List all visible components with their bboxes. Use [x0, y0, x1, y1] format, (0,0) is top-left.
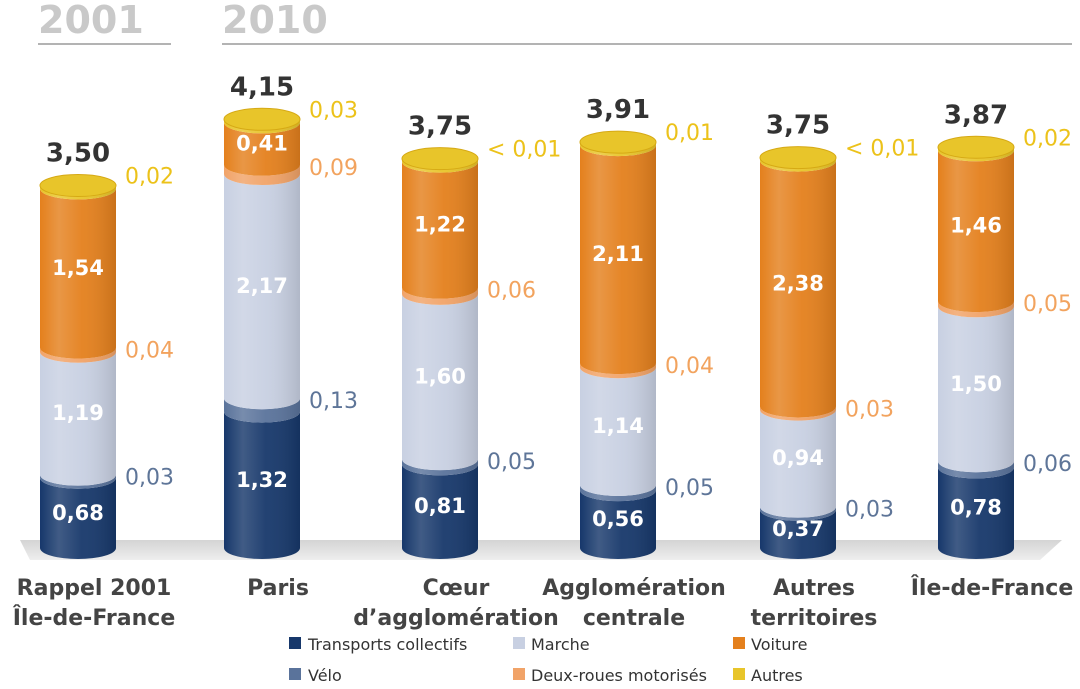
- category-label: Île-de-France: [13, 605, 176, 631]
- side-label-autres: 0,02: [125, 165, 174, 190]
- side-label-autres: < 0,01: [487, 138, 561, 163]
- bar-gloss: [40, 185, 116, 560]
- category-label: Paris: [247, 576, 309, 601]
- bar-top-cap: [759, 146, 837, 170]
- inner-label-voiture: 1,54: [52, 256, 104, 280]
- side-label-drm: 0,03: [845, 397, 894, 422]
- year-2010-label: 2010: [222, 0, 328, 42]
- bar-top-cap: [937, 135, 1015, 159]
- side-label-drm: 0,09: [309, 156, 358, 181]
- legend-swatch-voiture: [733, 637, 745, 649]
- side-label-velo: 0,03: [845, 498, 894, 523]
- inner-label-marche: 1,50: [950, 372, 1002, 396]
- year-2001-label: 2001: [38, 0, 144, 42]
- legend-label-tc: Transports collectifs: [307, 635, 467, 654]
- inner-label-tc: 0,37: [772, 517, 824, 541]
- side-label-velo: 0,13: [309, 389, 358, 414]
- bar-0: 3,50 0,68 0,03 1,19 0,04 1,54 0,02: [39, 139, 174, 560]
- side-label-autres: 0,03: [309, 98, 358, 123]
- legend-swatch-tc: [289, 637, 301, 649]
- side-label-autres: 0,01: [665, 121, 714, 146]
- bar-3: 3,91 0,56 0,05 1,14 0,04 2,11 0,01: [579, 95, 714, 559]
- inner-label-voiture: 2,38: [772, 272, 824, 296]
- bar-gloss: [224, 119, 300, 560]
- bar-gloss: [402, 158, 478, 559]
- bar-top-cap: [401, 147, 479, 171]
- category-label: centrale: [583, 606, 685, 631]
- inner-label-marche: 0,94: [772, 446, 824, 470]
- bar-total-label: 3,50: [46, 139, 110, 169]
- bar-top-cap: [223, 107, 301, 131]
- legend-swatch-marche: [513, 637, 525, 649]
- category-label: Île-de-France: [911, 575, 1074, 601]
- legend-label-voiture: Voiture: [751, 635, 807, 654]
- inner-label-marche: 1,14: [592, 414, 644, 438]
- bar-gloss: [580, 142, 656, 559]
- category-label: Autres: [773, 576, 855, 601]
- side-label-drm: 0,04: [125, 339, 174, 364]
- category-label: territoires: [751, 606, 878, 631]
- bar-2: 3,75 0,81 0,05 1,60 0,06 1,22 < 0,01: [401, 112, 561, 559]
- side-label-drm: 0,06: [487, 279, 536, 304]
- bar-top-cap: [579, 130, 657, 154]
- legend-swatch-autres: [733, 668, 745, 680]
- inner-label-voiture: 0,41: [236, 132, 288, 156]
- bar-4: 3,75 0,37 0,03 0,94 0,03 2,38 < 0,01: [759, 111, 919, 559]
- category-label: Cœur: [423, 576, 490, 601]
- bar-top-cap: [39, 174, 117, 198]
- side-label-drm: 0,04: [665, 354, 714, 379]
- bar-total-label: 3,87: [944, 100, 1008, 130]
- bars-group: 3,50 0,68 0,03 1,19 0,04 1,54 0,02 4,15 1,32 0,13…: [39, 72, 1072, 560]
- chart-floor: [20, 540, 1062, 560]
- bar-1: 4,15 1,32 0,13 2,17 0,09 0,41 0,03: [223, 72, 358, 560]
- bar-total-label: 3,75: [766, 111, 830, 141]
- inner-label-tc: 0,81: [414, 494, 466, 518]
- legend-swatch-velo: [289, 668, 301, 680]
- side-label-autres: < 0,01: [845, 137, 919, 162]
- side-label-velo: 0,05: [487, 450, 536, 475]
- side-label-drm: 0,05: [1023, 292, 1072, 317]
- legend-label-velo: Vélo: [308, 666, 342, 685]
- side-label-autres: 0,02: [1023, 126, 1072, 151]
- side-label-velo: 0,05: [665, 476, 714, 501]
- legend-label-autres: Autres: [751, 666, 803, 685]
- inner-label-marche: 1,60: [414, 365, 466, 389]
- inner-label-tc: 1,32: [236, 468, 288, 492]
- inner-label-tc: 0,78: [950, 496, 1002, 520]
- inner-label-tc: 0,56: [592, 507, 644, 531]
- category-label: Rappel 2001: [17, 576, 172, 601]
- inner-label-marche: 2,17: [236, 274, 288, 298]
- side-label-velo: 0,06: [1023, 452, 1072, 477]
- side-label-velo: 0,03: [125, 466, 174, 491]
- legend: Transports collectifs Marche Voiture Vél…: [289, 635, 807, 685]
- inner-label-marche: 1,19: [52, 401, 104, 425]
- category-label: Agglomération: [542, 576, 726, 601]
- inner-label-tc: 0,68: [52, 501, 104, 525]
- legend-label-marche: Marche: [531, 635, 590, 654]
- inner-label-voiture: 1,46: [950, 214, 1002, 238]
- category-labels: Rappel 2001 Île-de-France Paris Cœur d’agglo…: [13, 575, 1074, 631]
- bar-total-label: 3,75: [408, 112, 472, 142]
- inner-label-voiture: 2,11: [592, 242, 644, 266]
- category-label: d’agglomération: [353, 606, 558, 631]
- bar-total-label: 4,15: [230, 72, 294, 102]
- bar-5: 3,87 0,78 0,06 1,50 0,05 1,46 0,02: [937, 100, 1072, 560]
- legend-swatch-drm: [513, 668, 525, 680]
- bar-gloss: [938, 147, 1014, 560]
- bar-gloss: [760, 157, 836, 559]
- inner-label-voiture: 1,22: [414, 213, 466, 237]
- legend-label-drm: Deux-roues motorisés: [531, 666, 707, 685]
- bar-total-label: 3,91: [586, 95, 650, 125]
